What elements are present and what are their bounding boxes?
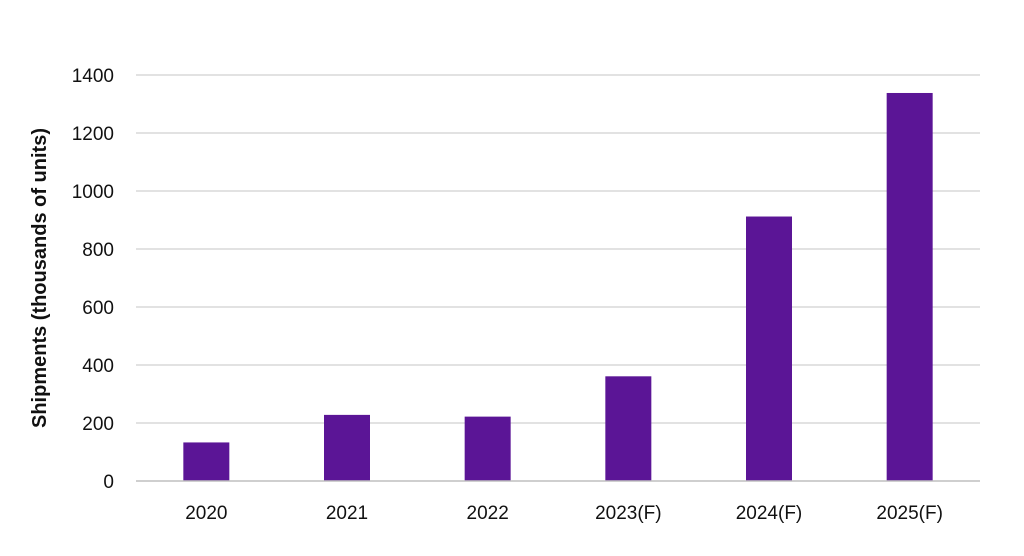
y-tick-labels: 0 200 400 600 800 1000 1200 1400 [72, 66, 114, 493]
gridlines [136, 74, 980, 424]
y-tick-label: 800 [82, 240, 114, 261]
bars [183, 92, 933, 481]
y-tick-label: 400 [82, 356, 114, 377]
bar-2024(F) [746, 216, 792, 481]
bar-2021 [324, 414, 370, 481]
y-axis-title: Shipments (thousands of units) [29, 128, 51, 428]
bar-2022 [464, 416, 511, 481]
y-tick-label: 200 [82, 414, 114, 435]
x-tick-labels: 2020 2021 2022 2023(F) 2024(F) 2025(F) [185, 503, 943, 524]
x-tick-label: 2024(F) [736, 503, 803, 524]
bar-2025(F) [886, 92, 933, 481]
y-tick-label: 1000 [72, 182, 114, 203]
x-tick-label: 2023(F) [595, 503, 662, 524]
y-tick-label: 1400 [72, 66, 114, 87]
x-tick-label: 2020 [185, 503, 227, 524]
y-tick-label: 0 [103, 472, 114, 493]
y-tick-label: 1200 [72, 124, 114, 145]
bar-2023(F) [605, 376, 652, 481]
x-tick-label: 2025(F) [876, 503, 943, 524]
x-tick-label: 2021 [326, 503, 368, 524]
y-tick-label: 600 [82, 298, 114, 319]
x-tick-label: 2022 [467, 503, 509, 524]
bar-2020 [183, 442, 230, 481]
